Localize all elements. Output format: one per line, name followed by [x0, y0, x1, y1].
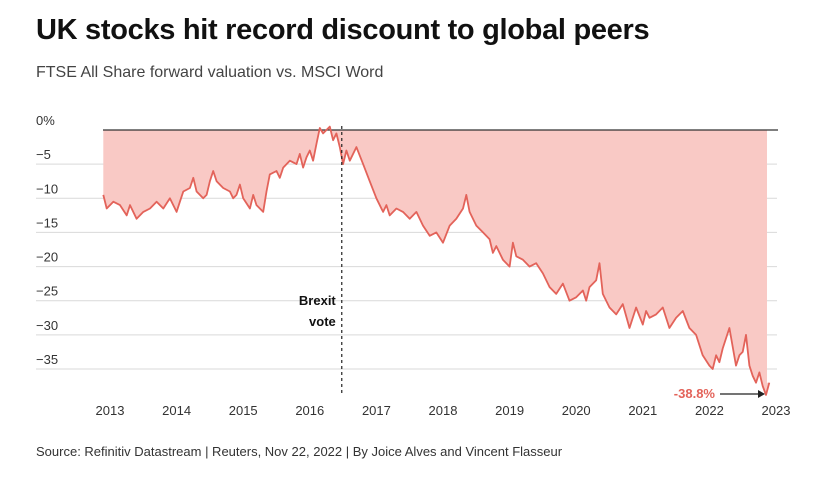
brexit-vote-label: Brexit	[299, 293, 337, 308]
x-tick-label: 2023	[762, 403, 791, 418]
x-tick-label: 2015	[229, 403, 258, 418]
x-tick-label: 2018	[429, 403, 458, 418]
y-tick-label: −10	[36, 181, 58, 196]
x-tick-label: 2020	[562, 403, 591, 418]
x-tick-label: 2021	[628, 403, 657, 418]
x-tick-label: 2019	[495, 403, 524, 418]
end-value-label: -38.8%	[674, 386, 716, 401]
x-tick-label: 2013	[96, 403, 125, 418]
chart-subtitle: FTSE All Share forward valuation vs. MSC…	[36, 64, 384, 81]
discount-area	[103, 126, 770, 395]
brexit-vote-label: vote	[309, 314, 336, 329]
y-tick-label: −25	[36, 284, 58, 299]
x-tick-label: 2022	[695, 403, 724, 418]
x-tick-label: 2016	[295, 403, 324, 418]
y-tick-label: −30	[36, 318, 58, 333]
y-tick-label: −35	[36, 352, 58, 367]
chart-title: UK stocks hit record discount to global …	[36, 14, 650, 46]
source-note: Source: Refinitiv Datastream | Reuters, …	[36, 444, 563, 459]
y-tick-label: −5	[36, 147, 51, 162]
y-tick-label: −15	[36, 215, 58, 230]
x-tick-label: 2014	[162, 403, 191, 418]
y-tick-label: −20	[36, 250, 58, 265]
x-tick-label: 2017	[362, 403, 391, 418]
arrowhead-icon	[758, 390, 766, 398]
y-tick-label: 0%	[36, 113, 55, 128]
valuation-line	[102, 125, 771, 396]
